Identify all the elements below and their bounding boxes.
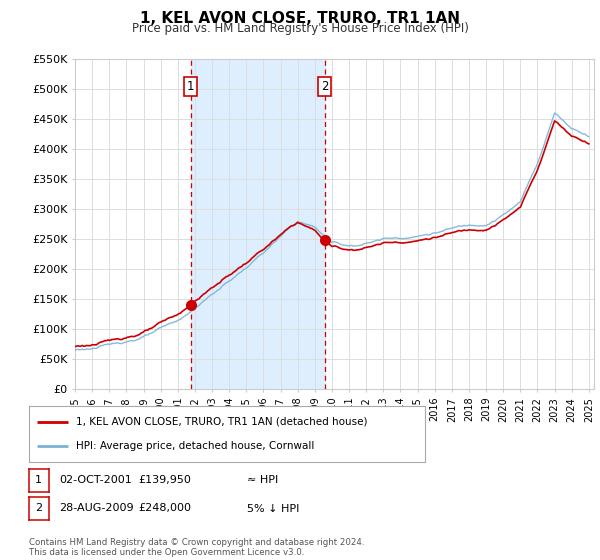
- Text: 1, KEL AVON CLOSE, TRURO, TR1 1AN (detached house): 1, KEL AVON CLOSE, TRURO, TR1 1AN (detac…: [76, 417, 368, 427]
- Text: ≈ HPI: ≈ HPI: [247, 475, 278, 486]
- Text: Price paid vs. HM Land Registry's House Price Index (HPI): Price paid vs. HM Land Registry's House …: [131, 22, 469, 35]
- Text: £139,950: £139,950: [139, 475, 191, 486]
- Text: 28-AUG-2009: 28-AUG-2009: [59, 503, 134, 514]
- Text: 5% ↓ HPI: 5% ↓ HPI: [247, 503, 299, 514]
- Text: 2: 2: [321, 81, 328, 94]
- Text: Contains HM Land Registry data © Crown copyright and database right 2024.
This d: Contains HM Land Registry data © Crown c…: [29, 538, 364, 557]
- Text: 1: 1: [187, 81, 194, 94]
- Text: 2: 2: [35, 503, 42, 514]
- Text: 1: 1: [35, 475, 42, 486]
- Text: HPI: Average price, detached house, Cornwall: HPI: Average price, detached house, Corn…: [76, 441, 314, 451]
- Text: £248,000: £248,000: [139, 503, 191, 514]
- Text: 1, KEL AVON CLOSE, TRURO, TR1 1AN: 1, KEL AVON CLOSE, TRURO, TR1 1AN: [140, 11, 460, 26]
- Bar: [191, 59, 325, 389]
- Text: 02-OCT-2001: 02-OCT-2001: [59, 475, 132, 486]
